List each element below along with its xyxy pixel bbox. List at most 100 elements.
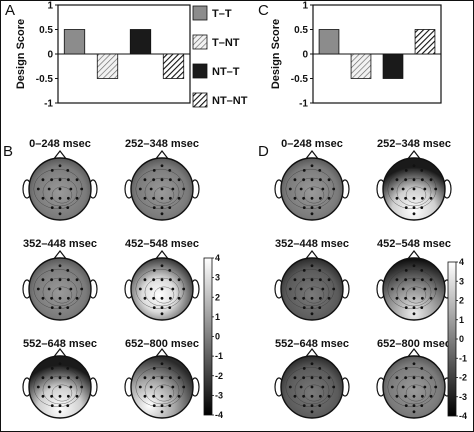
- topomap-b-4: 452–548 msec: [124, 238, 200, 321]
- electrode-dot: [69, 187, 73, 191]
- electrode-dot: [50, 206, 54, 210]
- panel-letter-d: D: [258, 143, 269, 160]
- electrode-dot: [293, 394, 297, 398]
- electrode-dot: [160, 312, 164, 316]
- electrode-dot: [58, 212, 62, 216]
- electrode-dot: [50, 169, 54, 172]
- electrode-dot: [50, 269, 54, 272]
- topomap-b-6: 652–800 msec: [124, 338, 200, 419]
- electrode-dot: [302, 178, 306, 182]
- electrode-dot: [152, 169, 156, 172]
- electrode-dot: [318, 269, 322, 272]
- electrode-dot: [160, 287, 164, 291]
- electrode-dot: [41, 296, 45, 300]
- topomap-time-label: 252–348 msec: [125, 138, 199, 150]
- topomap-time-label: 252–348 msec: [377, 138, 451, 150]
- electrode-dot: [160, 206, 164, 210]
- electrode-dot: [58, 385, 62, 389]
- electrode-dot: [182, 187, 186, 191]
- legend-item: NT–NT: [192, 92, 248, 108]
- electrode-dot: [395, 394, 399, 398]
- electrode-dot: [302, 296, 306, 300]
- electrode-dot: [404, 178, 408, 182]
- electrode-dot: [420, 196, 424, 200]
- electrode-dot: [412, 164, 416, 168]
- electrode-dot: [302, 367, 306, 370]
- electrode-dot: [168, 296, 172, 300]
- contour-line: [405, 384, 427, 402]
- electrode-dot: [69, 385, 73, 389]
- electrode-dot: [404, 404, 408, 407]
- electrode-dot: [288, 287, 292, 291]
- colorbar-tick-label: -3: [215, 390, 223, 400]
- colorbar-1: 4 3 2 1 0 -1 -2 -3 -4: [203, 253, 223, 420]
- electrode-dot: [168, 269, 172, 272]
- electrode-dot: [58, 178, 62, 182]
- electrode-dot: [160, 306, 164, 309]
- electrode-dot: [404, 306, 408, 309]
- electrode-dot: [177, 376, 181, 380]
- electrode-dot: [318, 196, 322, 200]
- electrode-dot: [412, 404, 416, 407]
- electrode-dot: [299, 287, 303, 291]
- electrode-dot: [327, 278, 331, 282]
- electrode-dot: [404, 206, 408, 210]
- electrode-dot: [160, 404, 164, 407]
- electrode-dot: [36, 385, 40, 389]
- electrode-dot: [420, 394, 424, 398]
- electrode-dot: [152, 278, 156, 282]
- topomap-time-label: 552–648 msec: [23, 338, 97, 350]
- electrode-dot: [310, 410, 314, 414]
- topomap-d-4: 452–548 msec: [376, 238, 452, 321]
- electrode-dot: [41, 376, 45, 380]
- electrode-dot: [310, 206, 314, 210]
- electrode-dot: [50, 376, 54, 380]
- bar-t-t: [318, 29, 340, 55]
- electrode-dot: [412, 306, 416, 309]
- electrode-dot: [288, 385, 292, 389]
- electrode-dot: [404, 296, 408, 300]
- y-axis-label: Design Score: [270, 19, 282, 89]
- electrode-dot: [58, 362, 62, 366]
- contour-line: [42, 375, 78, 405]
- electrode-dot: [404, 278, 408, 282]
- electrode-dot: [318, 278, 322, 282]
- electrode-dot: [50, 196, 54, 200]
- electrode-dot: [160, 296, 164, 300]
- electrode-dot: [288, 187, 292, 191]
- contour-line: [42, 277, 78, 307]
- topomap-d-5: 552–648 msec: [274, 338, 350, 419]
- electrode-dot: [168, 367, 172, 370]
- electrode-dot: [420, 404, 424, 407]
- topomap-time-label: 552–648 msec: [275, 338, 349, 350]
- electrode-dot: [310, 212, 314, 216]
- electrode-dot: [310, 306, 314, 309]
- contour-line: [153, 186, 175, 204]
- electrode-dot: [160, 164, 164, 168]
- electrode-dot: [401, 385, 405, 389]
- electrode-dot: [58, 312, 62, 316]
- electrode-dot: [168, 196, 172, 200]
- contour-line: [144, 375, 180, 405]
- y-tick-label: 1: [302, 1, 308, 12]
- electrode-dot: [152, 196, 156, 200]
- electrode-dot: [423, 385, 427, 389]
- contour-line: [294, 177, 330, 207]
- topomap-d-3: 352–448 msec: [274, 238, 350, 321]
- legend-swatch: [192, 5, 208, 21]
- electrode-dot: [420, 206, 424, 210]
- legend-swatch: [192, 92, 208, 108]
- electrode-dot: [332, 385, 336, 389]
- electrode-dot: [58, 187, 62, 191]
- y-tick-label: 0.5: [39, 25, 53, 36]
- contour-line: [51, 186, 73, 204]
- legend-label: T–NT: [212, 37, 240, 49]
- electrode-dot: [395, 178, 399, 182]
- colorbar-tick-label: 4: [459, 257, 464, 267]
- electrode-dot: [302, 404, 306, 407]
- electrode-dot: [310, 278, 314, 282]
- electrode-dot: [177, 178, 181, 182]
- electrode-dot: [395, 376, 399, 380]
- electrode-dot: [149, 385, 153, 389]
- electrode-dot: [404, 169, 408, 172]
